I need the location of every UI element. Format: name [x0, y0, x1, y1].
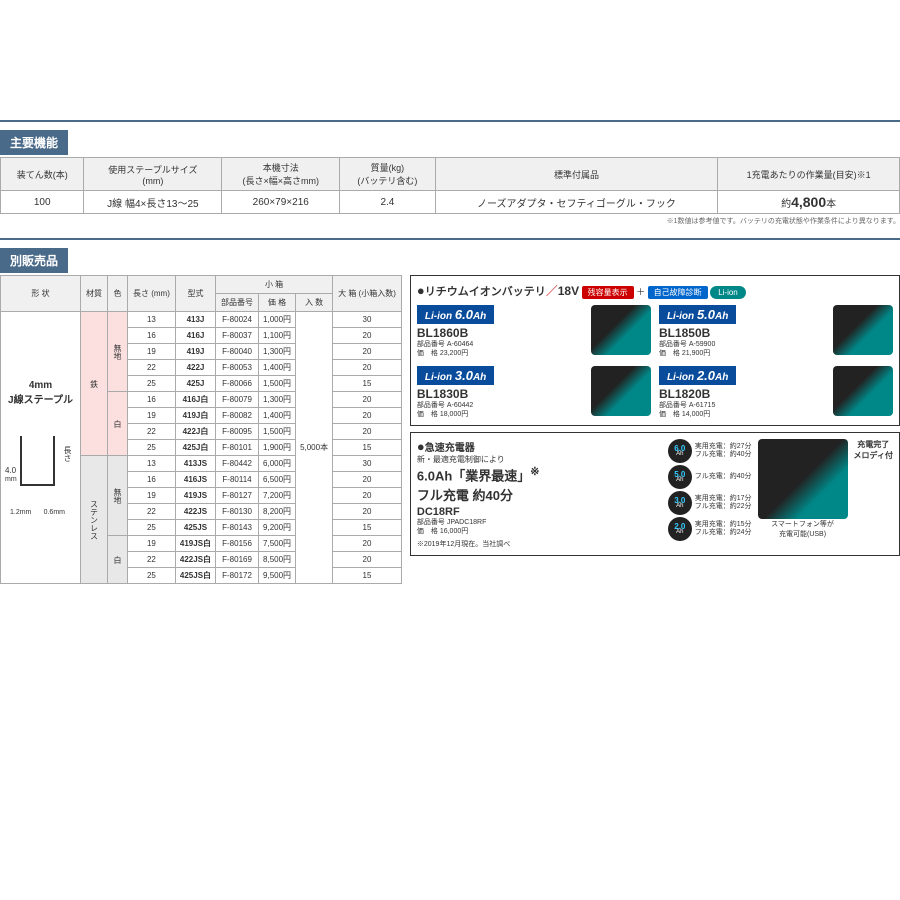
spec-table: 装てん数(本)使用ステープルサイズ (mm)本機寸法 (長さ×幅×高さmm)質量… — [0, 157, 900, 214]
charger-section: ●急速充電器 新・最適充電制御により 6.0Ah「業界最速」※ フル充電 約40… — [410, 432, 900, 556]
battery-image — [833, 366, 893, 416]
battery-card: Li-ion 3.0AhBL1830B部品番号 A-60442価 格 18,00… — [417, 366, 651, 419]
battery-section: ●リチウムイオンバッテリ／18V 残容量表示 ＋ 自己故障診断 Li-ion L… — [410, 275, 900, 426]
spec-note: ※1数値は参考値です。バッテリの充電状態や作業条件により異なります。 — [0, 216, 900, 226]
accessories-header: 別販売品 — [0, 248, 68, 273]
battery-image — [591, 366, 651, 416]
staple-table: 形 状 材質 色 長さ (mm) 型式 小 箱 大 箱 (小箱入数) 部品番号 … — [0, 275, 402, 584]
charger-image — [758, 439, 848, 519]
battery-card: Li-ion 6.0AhBL1860B部品番号 A-60464価 格 23,20… — [417, 305, 651, 358]
battery-card: Li-ion 5.0AhBL1850B部品番号 A-59900価 格 21,90… — [659, 305, 893, 358]
battery-image — [591, 305, 651, 355]
battery-card: Li-ion 2.0AhBL1820B部品番号 A-61715価 格 14,00… — [659, 366, 893, 419]
spec-header: 主要機能 — [0, 130, 68, 155]
battery-image — [833, 305, 893, 355]
